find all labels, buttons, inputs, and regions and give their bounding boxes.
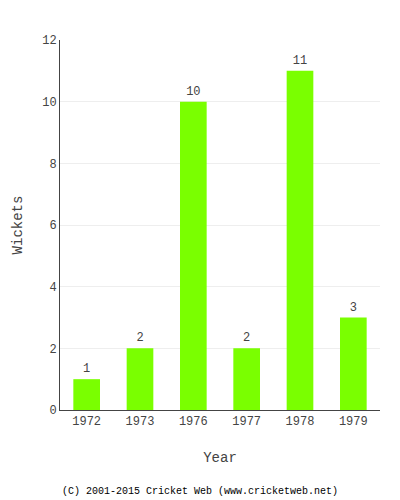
svg-text:2: 2 [49, 343, 56, 357]
svg-text:11: 11 [293, 54, 307, 68]
svg-text:1972: 1972 [72, 415, 101, 429]
svg-text:1978: 1978 [286, 415, 315, 429]
svg-text:2: 2 [136, 331, 143, 345]
svg-text:1979: 1979 [339, 415, 368, 429]
svg-text:1976: 1976 [179, 415, 208, 429]
svg-text:1977: 1977 [232, 415, 261, 429]
svg-text:10: 10 [186, 85, 200, 99]
svg-text:1: 1 [83, 362, 90, 376]
svg-text:Year: Year [203, 450, 237, 466]
svg-text:4: 4 [49, 281, 56, 295]
svg-text:8: 8 [49, 158, 56, 172]
svg-text:2: 2 [243, 331, 250, 345]
svg-text:12: 12 [42, 34, 56, 48]
svg-text:0: 0 [49, 404, 56, 418]
svg-text:(C) 2001-2015 Cricket Web (www: (C) 2001-2015 Cricket Web (www.cricketwe… [62, 486, 338, 497]
svg-text:10: 10 [42, 96, 56, 110]
svg-text:Wickets: Wickets [10, 196, 26, 255]
svg-text:6: 6 [49, 219, 56, 233]
svg-text:1973: 1973 [126, 415, 155, 429]
svg-text:3: 3 [350, 301, 357, 315]
